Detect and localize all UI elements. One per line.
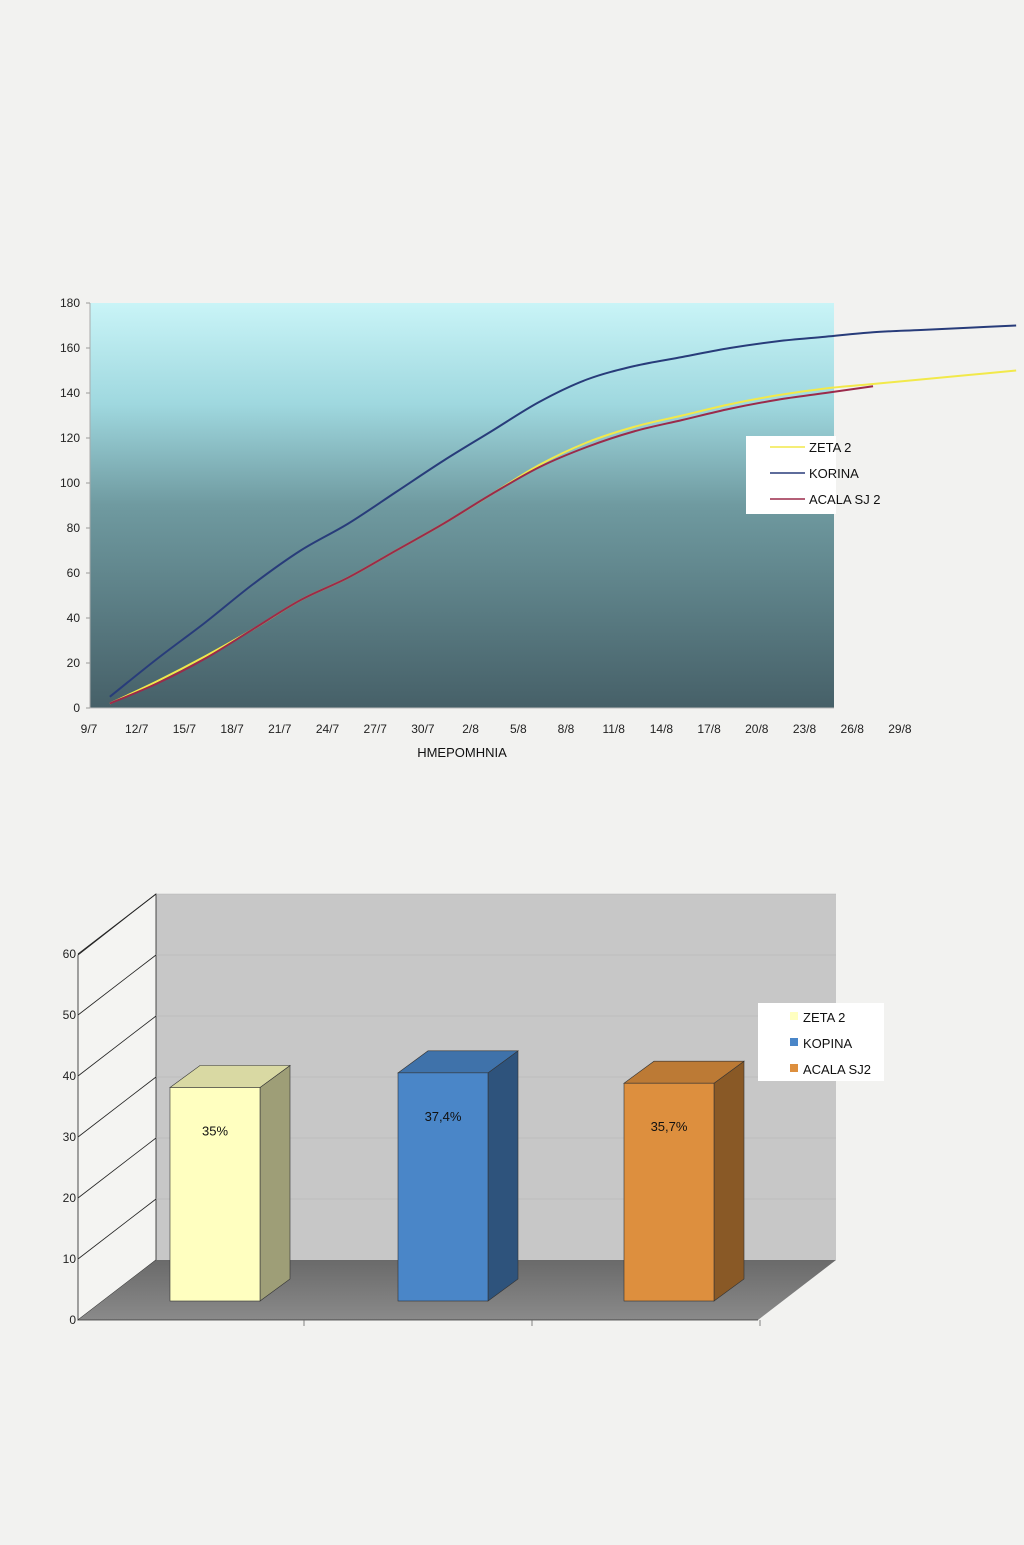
side-gridline: [77, 1198, 157, 1260]
legend: ZETA 2 KOPINA ACALA SJ2: [758, 1003, 884, 1081]
x-tick-label: 27/7: [364, 722, 388, 736]
x-tick-label: 15/7: [173, 722, 197, 736]
legend-box: [746, 436, 836, 514]
side-gridline: [77, 1076, 157, 1138]
y-tick-label: 0: [69, 1313, 76, 1327]
bar-front: [623, 1082, 715, 1302]
series-line-1: [109, 324, 1017, 698]
x-tick-label: 18/7: [220, 722, 244, 736]
y-tick-label: 60: [63, 947, 77, 961]
y-tick-label: 20: [67, 656, 81, 670]
legend-label: ZETA 2: [803, 1010, 845, 1025]
y-tick-label: 20: [63, 1191, 77, 1205]
bar-data-label: 35%: [202, 1124, 228, 1139]
bars: 35% 37,4% 35,7%: [169, 1050, 745, 1302]
y-tick-label: 50: [63, 1008, 77, 1022]
legend-label: KORINA: [809, 466, 859, 481]
x-tick-label: 11/8: [602, 722, 625, 736]
side-gridline: [77, 1137, 157, 1199]
series-lines: [109, 324, 1017, 705]
x-tick-label: 17/8: [697, 722, 721, 736]
plot-area: [90, 303, 834, 708]
bar-data-label: 37,4%: [425, 1109, 462, 1124]
side-gridline: [77, 893, 157, 955]
bar-side: [713, 1060, 745, 1302]
y-tick-label: 30: [63, 1130, 77, 1144]
legend: ZETA 2 KORINA ACALA SJ 2: [746, 436, 881, 514]
y-axis: 0 20 40 60 80 100 120 140 160 180: [60, 296, 91, 715]
bar-0: 35%: [169, 1064, 291, 1302]
y-tick-label: 180: [60, 296, 80, 310]
x-tick-label: 14/8: [650, 722, 674, 736]
x-axis: 9/7 12/7 15/7 18/7 21/7 24/7 27/7 30/7 2/8 5/8 8/8…: [81, 707, 912, 736]
legend-swatch: [790, 1012, 798, 1020]
x-tick-label: 21/7: [268, 722, 292, 736]
legend-swatch: [790, 1064, 798, 1072]
y-tick-label: 160: [60, 341, 80, 355]
legend-label: ACALA SJ2: [803, 1062, 871, 1077]
bar-side: [487, 1050, 519, 1302]
y-tick-label: 120: [60, 431, 80, 445]
x-tick-label: 2/8: [462, 722, 479, 736]
y-tick-label: 60: [67, 566, 81, 580]
bar-1: 37,4%: [397, 1050, 519, 1302]
bar-front: [397, 1072, 489, 1302]
x-tick-label: 9/7: [81, 722, 98, 736]
legend-box: [758, 1003, 884, 1081]
bar-data-label: 35,7%: [651, 1119, 688, 1134]
legend-swatch: [790, 1038, 798, 1046]
x-tick-label: 12/7: [125, 722, 149, 736]
bar-side: [259, 1064, 291, 1302]
y-tick-label: 100: [60, 476, 80, 490]
y-tick-label: 40: [63, 1069, 77, 1083]
line-chart: 0 20 40 60 80 100 120 140 160 180 9/7 12/7 15/7 18/7…: [60, 296, 1017, 760]
x-axis-label: ΗΜΕΡΟΜΗΝΙΑ: [417, 745, 507, 760]
legend-label: ACALA SJ 2: [809, 492, 881, 507]
legend-label: KOPINA: [803, 1036, 852, 1051]
series-line-2: [109, 385, 874, 705]
x-tick-label: 30/7: [411, 722, 435, 736]
bar-front: [169, 1087, 261, 1302]
x-tick-label: 20/8: [745, 722, 769, 736]
x-tick-label: 26/8: [841, 722, 865, 736]
x-tick-label: 24/7: [316, 722, 340, 736]
y-tick-label: 80: [67, 521, 81, 535]
x-tick-label: 29/8: [888, 722, 912, 736]
x-tick-label: 23/8: [793, 722, 817, 736]
bar-2: 35,7%: [623, 1060, 745, 1302]
y-axis: 0 10 20 30 40 50 60: [63, 947, 761, 1327]
y-tick-label: 140: [60, 386, 80, 400]
side-gridline: [77, 954, 157, 1016]
x-tick-label: 8/8: [558, 722, 575, 736]
y-tick-label: 0: [73, 701, 80, 715]
side-gridline: [77, 1015, 157, 1077]
y-tick-label: 40: [67, 611, 81, 625]
legend-label: ZETA 2: [809, 440, 851, 455]
x-tick-label: 5/8: [510, 722, 527, 736]
y-tick-label: 10: [63, 1252, 77, 1266]
